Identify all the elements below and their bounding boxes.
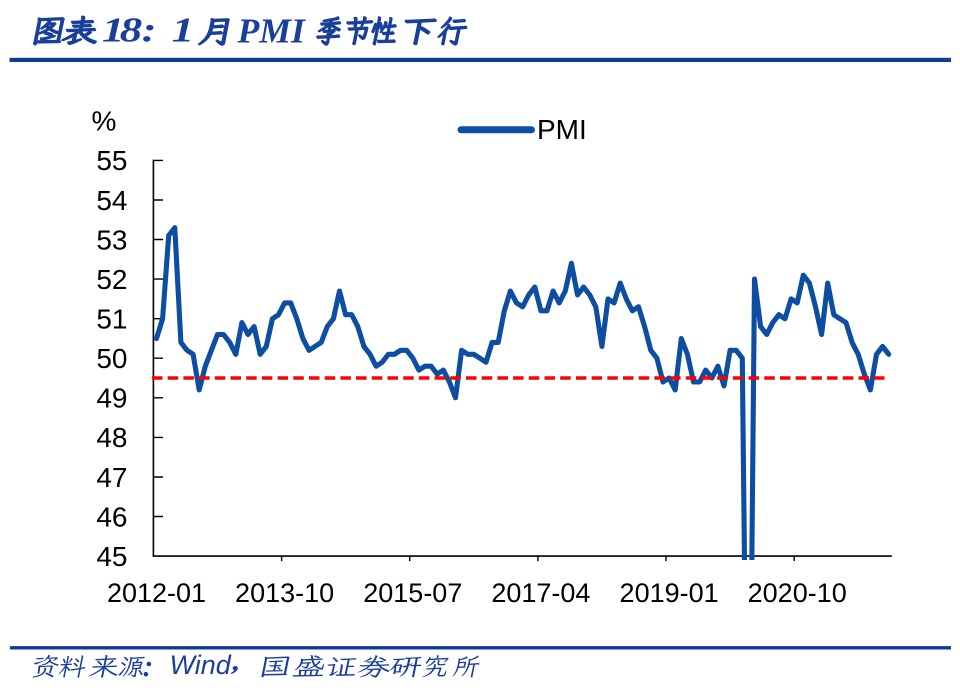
svg-text:52: 52	[96, 264, 127, 295]
svg-text:PMI: PMI	[537, 114, 587, 145]
svg-text:2012-01: 2012-01	[107, 578, 206, 608]
svg-text:2015-07: 2015-07	[363, 578, 462, 608]
svg-text:54: 54	[96, 185, 127, 216]
svg-text:45: 45	[96, 541, 127, 572]
svg-text:1: 1	[172, 10, 194, 49]
svg-text:2020-10: 2020-10	[748, 578, 847, 608]
svg-text::: :	[142, 10, 157, 49]
svg-text:55: 55	[96, 145, 127, 176]
svg-text:%: %	[92, 106, 117, 137]
svg-text:2013-10: 2013-10	[235, 578, 334, 608]
svg-text:48: 48	[96, 422, 127, 453]
svg-text:46: 46	[96, 501, 127, 532]
svg-text:2017-04: 2017-04	[491, 578, 590, 608]
svg-text:Wind: Wind	[170, 650, 232, 680]
svg-text:49: 49	[96, 383, 127, 414]
svg-text:47: 47	[96, 462, 127, 493]
svg-text:1: 1	[102, 10, 124, 49]
svg-text:PMI: PMI	[236, 11, 306, 51]
svg-text:53: 53	[96, 224, 127, 255]
svg-text:8: 8	[120, 10, 142, 49]
svg-text:2019-01: 2019-01	[620, 578, 719, 608]
svg-text:50: 50	[96, 343, 127, 374]
svg-text:51: 51	[96, 304, 127, 335]
